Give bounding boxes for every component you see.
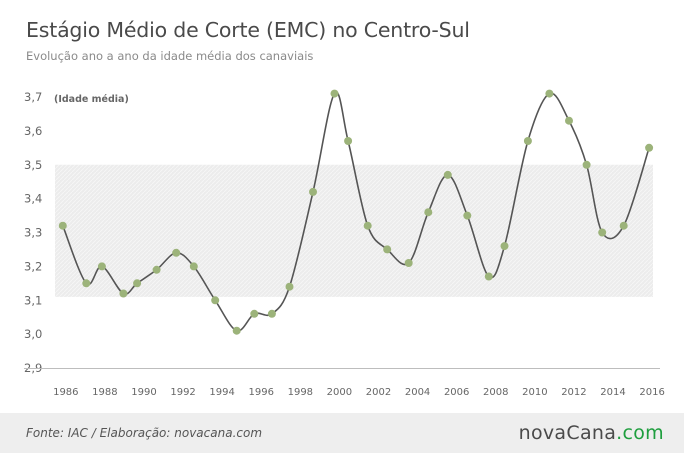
data-point bbox=[232, 326, 241, 335]
x-axis: 1986 1988 1990 1992 1994 1996 1998 2000 2002 2004… bbox=[53, 387, 665, 398]
y-tick-label: 3,5 bbox=[24, 158, 42, 172]
x-tick-label: 1988 bbox=[92, 387, 117, 398]
data-point bbox=[330, 89, 339, 98]
y-tick-label: 3,1 bbox=[24, 293, 42, 307]
data-point bbox=[133, 279, 142, 288]
data-point bbox=[523, 137, 532, 145]
data-point bbox=[500, 242, 509, 251]
brand-logo: novaCana.com bbox=[519, 422, 664, 444]
x-tick-label: 1996 bbox=[249, 387, 274, 398]
x-tick-label: 2008 bbox=[483, 387, 508, 398]
data-point bbox=[545, 89, 554, 98]
x-tick-label: 1994 bbox=[209, 387, 234, 398]
line-chart: 2,93,03,13,23,33,43,53,63,7 (Idade média… bbox=[24, 89, 665, 398]
x-tick-label: 2000 bbox=[327, 387, 352, 398]
data-point bbox=[152, 265, 161, 274]
x-tick-label: 2016 bbox=[639, 387, 664, 398]
data-point bbox=[172, 248, 181, 257]
y-axis-label: (Idade média) bbox=[54, 94, 129, 105]
chart-subtitle: Evolução ano a ano da idade média dos ca… bbox=[26, 49, 314, 63]
y-tick-label: 3,0 bbox=[24, 327, 42, 341]
footer-bar: Fonte: IAC / Elaboração: novacana.com no… bbox=[0, 413, 684, 453]
data-point bbox=[97, 262, 106, 271]
data-point bbox=[383, 245, 392, 254]
y-axis: 2,93,03,13,23,33,43,53,63,7 bbox=[24, 90, 660, 375]
data-point bbox=[58, 221, 67, 230]
data-points bbox=[58, 89, 654, 335]
brand-part-3: .com bbox=[616, 422, 664, 444]
y-tick-label: 3,4 bbox=[24, 192, 42, 206]
x-tick-label: 2006 bbox=[444, 387, 469, 398]
data-point bbox=[598, 228, 607, 237]
x-tick-label: 2012 bbox=[561, 387, 586, 398]
data-point bbox=[119, 289, 128, 298]
data-point bbox=[619, 221, 628, 230]
data-point bbox=[285, 282, 294, 291]
data-point bbox=[363, 221, 372, 230]
y-tick-label: 3,7 bbox=[24, 90, 42, 104]
x-tick-label: 2010 bbox=[522, 387, 547, 398]
data-point bbox=[484, 272, 493, 281]
data-point bbox=[344, 137, 353, 145]
data-point bbox=[404, 259, 413, 267]
data-point bbox=[645, 143, 654, 152]
x-tick-label: 2002 bbox=[366, 387, 391, 398]
data-point bbox=[82, 279, 91, 288]
x-tick-label: 2014 bbox=[600, 387, 625, 398]
data-point bbox=[309, 187, 317, 196]
data-point bbox=[443, 170, 452, 179]
data-point bbox=[250, 309, 259, 318]
data-point bbox=[211, 296, 220, 305]
y-tick-label: 3,6 bbox=[24, 124, 42, 138]
data-point bbox=[463, 211, 472, 220]
x-tick-label: 1990 bbox=[131, 387, 156, 398]
x-tick-label: 2004 bbox=[405, 387, 430, 398]
x-tick-label: 1992 bbox=[170, 387, 195, 398]
data-point bbox=[565, 116, 573, 125]
data-point bbox=[582, 160, 591, 169]
data-point bbox=[267, 309, 276, 318]
chart-title: Estágio Médio de Corte (EMC) no Centro-S… bbox=[26, 18, 470, 42]
data-point bbox=[424, 208, 433, 217]
y-tick-label: 3,2 bbox=[24, 259, 42, 273]
x-tick-label: 1998 bbox=[288, 387, 313, 398]
data-point bbox=[189, 262, 198, 271]
y-tick-label: 3,3 bbox=[24, 226, 42, 240]
source-note: Fonte: IAC / Elaboração: novacana.com bbox=[26, 426, 263, 440]
x-tick-label: 1986 bbox=[53, 387, 78, 398]
brand-part-2: Cana bbox=[566, 422, 617, 444]
brand-part-1: nova bbox=[518, 422, 567, 444]
shaded-band bbox=[55, 164, 653, 297]
